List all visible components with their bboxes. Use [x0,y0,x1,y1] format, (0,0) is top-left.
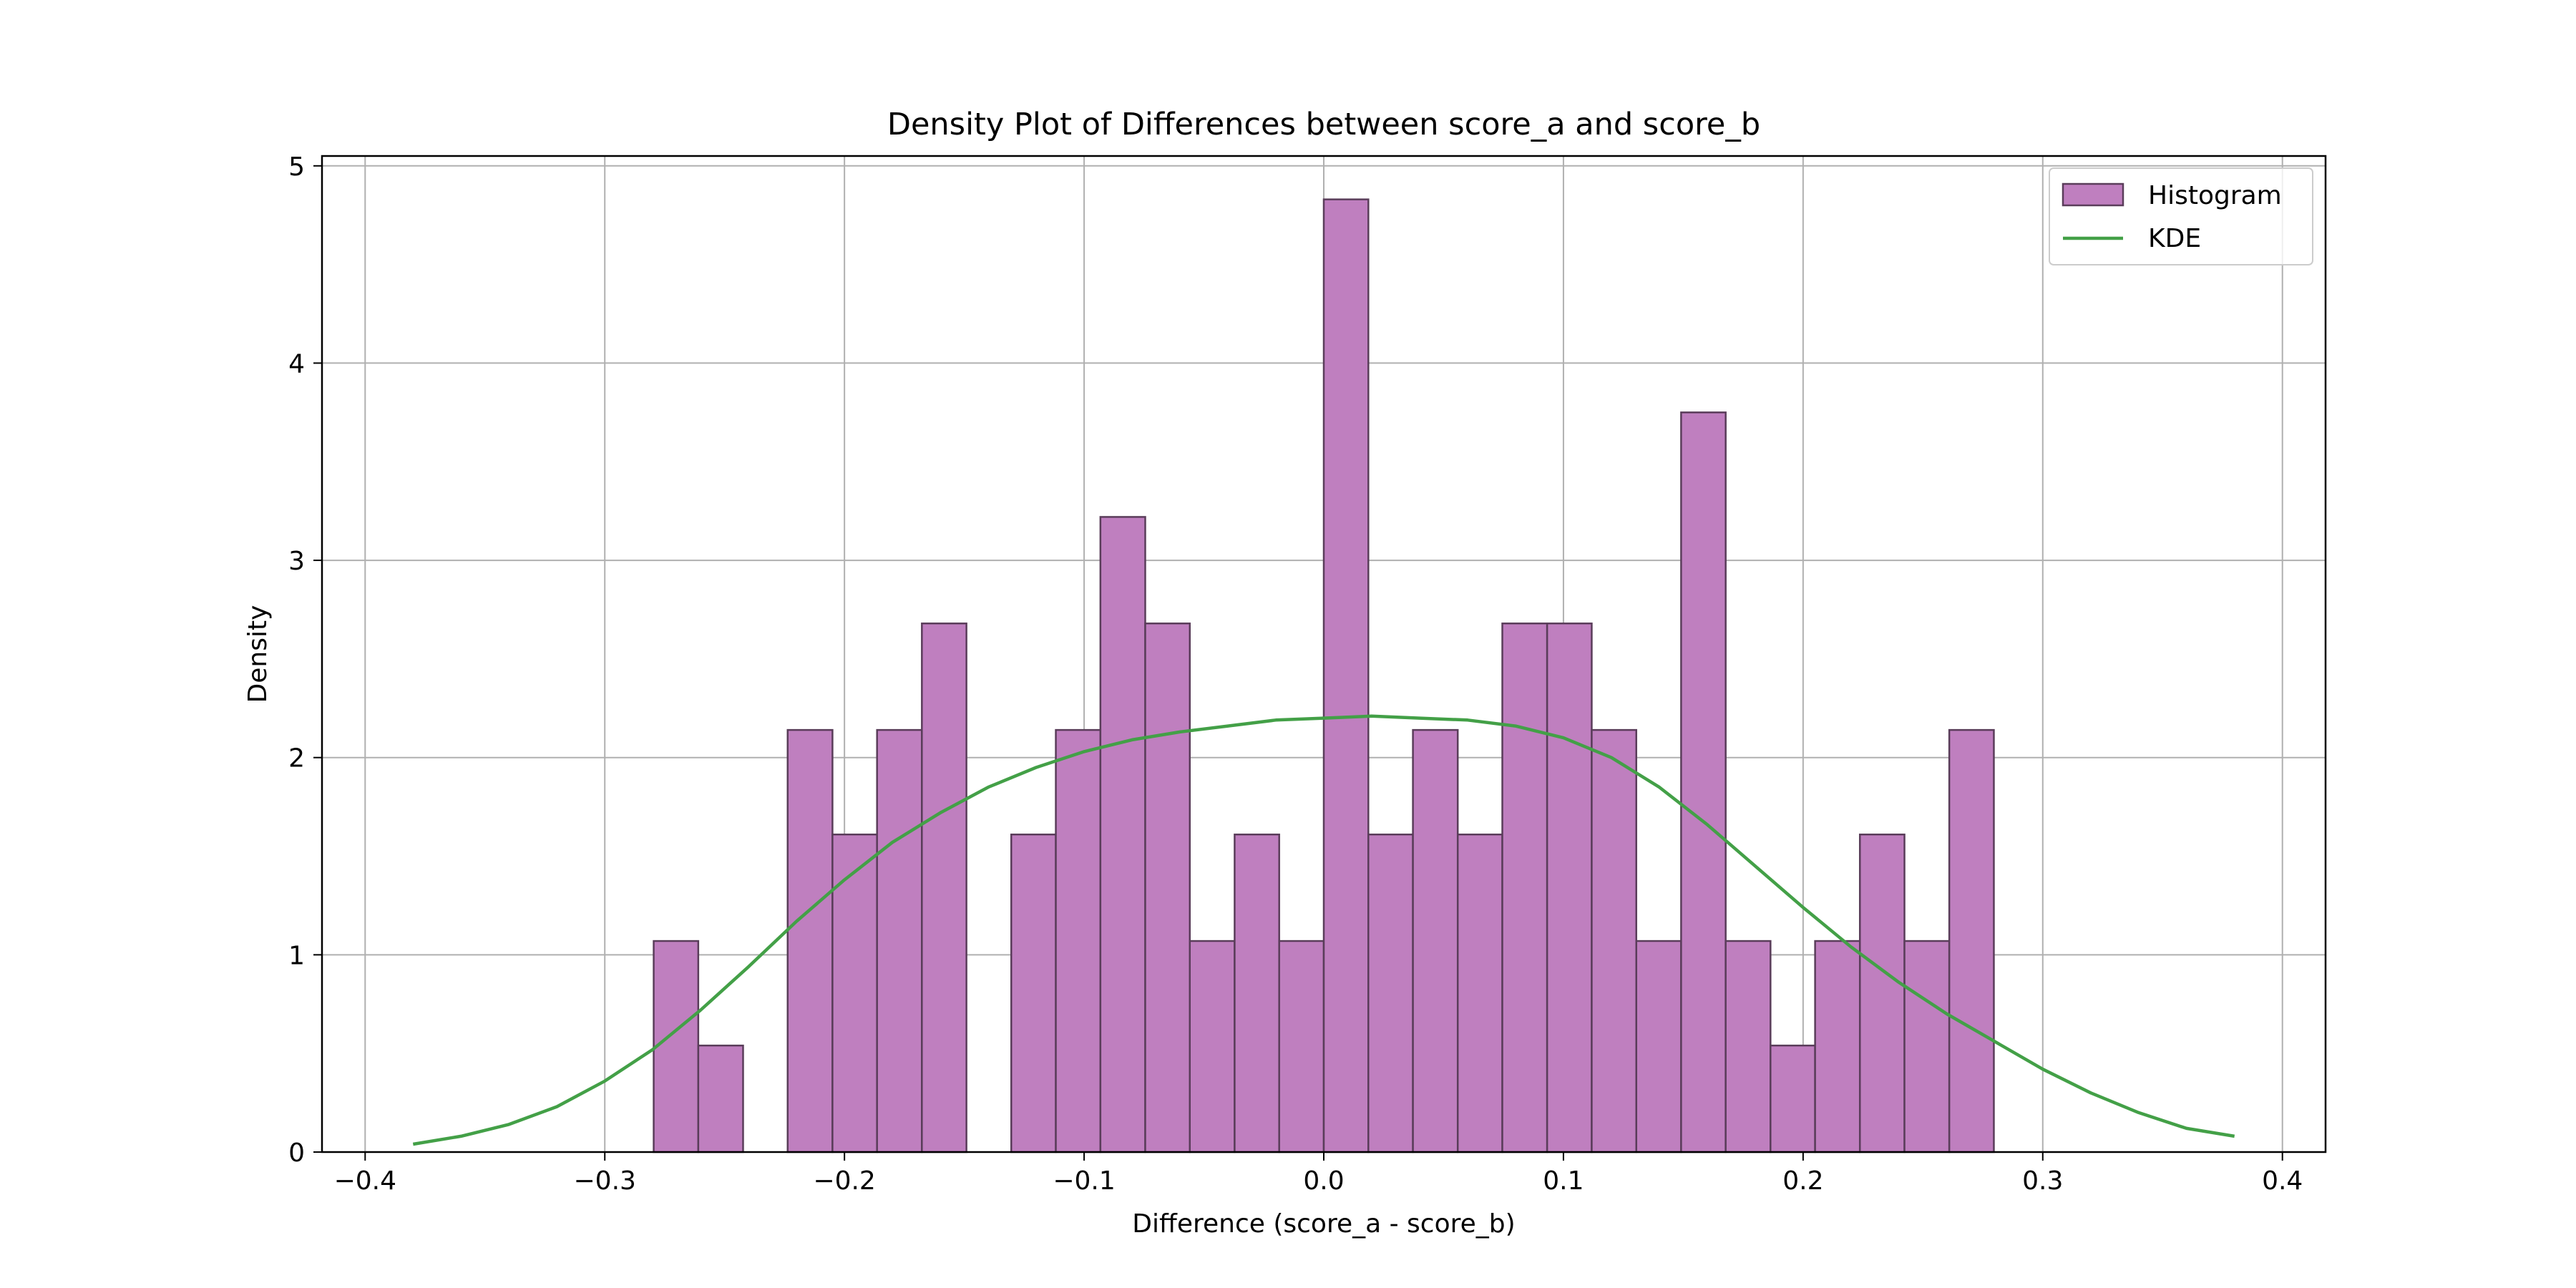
histogram-bar [1456,833,1503,1153]
y-tick-label: 3 [288,547,305,576]
histogram-bar [1635,940,1682,1153]
x-tick-label: 0.2 [1782,1166,1823,1196]
legend-histogram-label: Histogram [2148,181,2282,210]
histogram-bar [1189,940,1236,1153]
x-tick-label: 0.0 [1303,1166,1344,1196]
histogram-bar [1412,728,1459,1153]
histogram-bar [1234,833,1280,1153]
histogram-bar [1278,940,1325,1153]
x-tick-label: 0.3 [2022,1166,2063,1196]
histogram-bar [876,728,923,1153]
histogram-bar [1055,728,1102,1153]
x-axis-label: Difference (score_a - score_b) [1132,1209,1515,1239]
y-tick-label: 4 [288,349,305,379]
histogram-bar [1724,940,1772,1153]
histogram-bar [1948,728,1995,1153]
x-tick-label: 0.1 [1543,1166,1584,1196]
y-tick-label: 5 [288,152,305,182]
x-tick-label: −0.2 [813,1166,875,1196]
histogram-bar [1144,623,1191,1153]
kde-curve-layer [412,714,2235,1146]
x-tick-label: −0.3 [574,1166,636,1196]
legend-histogram-swatch [2062,182,2124,207]
x-tick-label: −0.4 [334,1166,396,1196]
legend-kde-label: KDE [2148,224,2201,253]
x-tick-label: 0.4 [2262,1166,2303,1196]
legend: Histogram KDE [2049,167,2313,265]
histogram-bar [1322,198,1370,1153]
histogram-bar [1010,833,1057,1153]
x-tick-label: −0.1 [1053,1166,1115,1196]
y-tick-label: 1 [288,941,305,970]
histogram-bar [653,940,700,1153]
histogram-bar [1501,623,1548,1153]
histogram-bar [786,728,834,1153]
y-axis-label: Density [243,605,273,703]
kde-line [412,714,2235,1146]
y-tick-label: 0 [288,1138,305,1168]
histogram-bar [697,1044,744,1153]
histogram-bar [1814,940,1861,1153]
x-axis-ticks: −0.4 −0.3 −0.2 −0.1 0.0 0.1 0.2 0.3 0.4 [334,1152,2303,1196]
histogram-bar [1680,411,1727,1153]
histogram-bar [1903,940,1951,1153]
y-axis-ticks: 0 1 2 3 4 5 [288,152,322,1168]
histogram-bar [831,833,878,1153]
y-tick-label: 2 [288,744,305,774]
histogram-bar [1770,1044,1816,1153]
histogram-bar [1546,623,1593,1153]
histogram-bar [1858,833,1906,1153]
histogram-bar [1367,833,1414,1153]
histogram-bars [653,198,1995,1153]
histogram-bar [1099,516,1146,1153]
chart-title: Density Plot of Differences between scor… [887,107,1760,142]
histogram-bar [1591,728,1637,1153]
histogram-bar [921,623,967,1153]
